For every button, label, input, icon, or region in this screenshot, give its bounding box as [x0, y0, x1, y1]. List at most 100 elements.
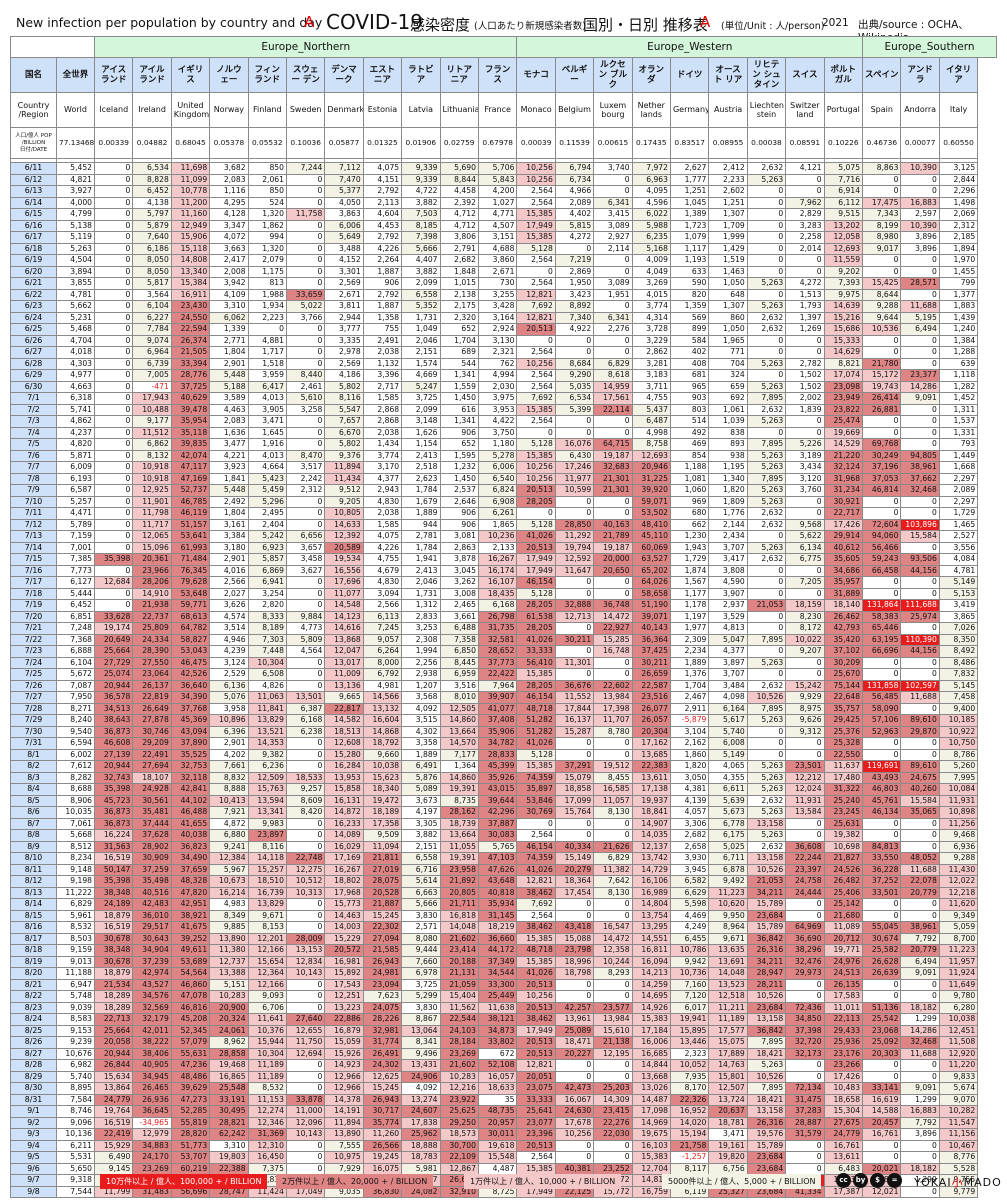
country-value-cell: 15,584 — [900, 794, 940, 807]
table-row: 7/12 5,789 0 11,717 51,157 3,161 2,404 0 14,633 1… — [10, 518, 997, 531]
country-value-cell: 47,273 — [170, 1093, 211, 1106]
country-value-cell: 7,895 — [746, 633, 787, 646]
country-value-cell: 2,099 — [401, 403, 441, 416]
country-value-cell: 28,206 — [132, 576, 172, 589]
world-value-cell: 7,385 — [56, 553, 95, 566]
country-value-cell: 1,804 — [209, 346, 249, 359]
country-value-cell: 9,339 — [401, 173, 441, 186]
country-value-cell: 14,487 — [631, 1093, 671, 1106]
country-value-cell: 45,761 — [862, 794, 902, 807]
country-value-cell: 2,413 — [401, 564, 441, 577]
country-value-cell: 15,385 — [516, 1162, 556, 1175]
country-value-cell: 0 — [93, 162, 134, 175]
table-row: 8/29 5,740 15,634 34,945 48,486 16,865 11,189 0… — [10, 1070, 997, 1083]
country-value-cell: 11,977 — [554, 472, 595, 485]
country-value-cell: 23,922 — [439, 1093, 479, 1106]
cc-icon: cc — [836, 1173, 851, 1188]
date-cell: 7/17 — [10, 576, 57, 589]
country-value-cell: 55,819 — [170, 1116, 211, 1129]
country-value-cell: 36,608 — [785, 840, 825, 853]
country-value-cell: 12,518 — [708, 990, 748, 1003]
date-cell: 7/31 — [10, 737, 57, 750]
country-value-cell: 10,038 — [938, 1013, 979, 1026]
country-value-cell: 659 — [708, 380, 748, 393]
country-value-cell: 35,398 — [93, 875, 134, 888]
table-row: 8/28 6,982 26,844 40,905 47,236 19,468 11,189 0… — [10, 1059, 997, 1072]
country-value-cell: 0 — [93, 346, 134, 359]
country-value-cell: 30,211 — [631, 656, 671, 669]
country-value-cell: 0 — [554, 1059, 595, 1072]
country-value-cell: 2,069 — [938, 208, 979, 221]
country-value-cell: 72,436 — [785, 1001, 825, 1014]
country-value-cell: 16,547 — [593, 921, 633, 934]
country-value-cell: 0 — [900, 438, 940, 451]
country-value-cell: 850 — [247, 185, 287, 198]
page-header: New infection per population by country … — [8, 6, 1000, 44]
country-value-cell: 56,410 — [516, 656, 556, 669]
country-value-cell: 9,091 — [900, 1082, 940, 1095]
country-value-cell: 11,688 — [900, 691, 940, 704]
world-value-cell: 4,237 — [56, 426, 95, 439]
country-value-cell: 16,879 — [324, 1024, 364, 1037]
country-value-cell: 21,887 — [362, 898, 403, 911]
table-row: 8/17 8,503 30,678 30,643 39,252 13,890 12,201 2… — [10, 932, 997, 945]
country-value-cell: 0 — [593, 265, 633, 278]
country-value-cell: 17,949 — [516, 1024, 556, 1037]
country-value-cell: 7,895 — [746, 702, 787, 715]
date-cell: 6/15 — [10, 208, 57, 221]
table-row: 7/26 7,087 20,944 26,137 36,640 6,136 4,826 0 13… — [10, 679, 997, 692]
world-value-cell: 3,894 — [56, 265, 95, 278]
country-value-cell: 0 — [93, 334, 134, 347]
country-value-cell: 15,425 — [862, 277, 902, 290]
country-value-cell: 762 — [477, 357, 518, 370]
country-value-cell: 2,495 — [247, 507, 287, 520]
date-cell: 8/27 — [10, 1047, 57, 1060]
country-value-cell: 5,299 — [401, 990, 441, 1003]
country-value-cell: 16,761 — [823, 1139, 864, 1152]
country-value-cell: 8,117 — [669, 1162, 710, 1175]
country-value-cell: 10,256 — [554, 1128, 595, 1141]
country-value-cell: 2,564 — [516, 909, 556, 922]
country-value-cell: 6,452 — [132, 185, 172, 198]
country-en-name: Sweden — [285, 92, 326, 128]
population-value: 0.68045 — [170, 127, 211, 159]
country-value-cell: 10,283 — [209, 990, 249, 1003]
country-value-cell: 8,455 — [593, 771, 633, 784]
country-value-cell: 6,017 — [669, 1001, 710, 1014]
country-value-cell: 32,124 — [823, 461, 864, 474]
country-value-cell: 5,817 — [132, 277, 172, 290]
country-value-cell: 0 — [746, 334, 787, 347]
country-value-cell: 10,526 — [746, 1070, 787, 1083]
country-value-cell: 13,664 — [439, 829, 479, 842]
world-value-cell: 6,009 — [56, 461, 95, 474]
country-value-cell: 19,669 — [823, 426, 864, 439]
country-value-cell: 2,412 — [708, 162, 748, 175]
country-value-cell: 1,389 — [669, 208, 710, 221]
country-value-cell: 13,026 — [631, 1082, 671, 1095]
country-value-cell: 13,446 — [669, 1036, 710, 1049]
country-value-cell: 17,138 — [631, 783, 671, 796]
table-row: 6/11 5,452 0 6,534 11,698 3,682 850 7,244 7,112 4… — [10, 162, 997, 175]
country-value-cell: 23,958 — [439, 863, 479, 876]
country-value-cell: 15,385 — [516, 449, 556, 462]
country-value-cell: 3,050 — [669, 771, 710, 784]
country-value-cell: 2,113 — [362, 196, 403, 209]
country-value-cell: 9,207 — [785, 645, 825, 658]
country-value-cell: 15,895 — [669, 1024, 710, 1037]
country-value-cell: 38,348 — [93, 886, 134, 899]
country-value-cell: 11,647 — [554, 564, 595, 577]
country-value-cell: 1,731 — [401, 587, 441, 600]
country-value-cell: 1,175 — [247, 265, 287, 278]
country-value-cell: 3,488 — [324, 242, 364, 255]
country-value-cell: 3,081 — [439, 530, 479, 543]
country-value-cell: 18,364 — [554, 875, 595, 888]
country-value-cell: 0 — [746, 668, 787, 681]
country-value-cell: 2,465 — [439, 599, 479, 612]
country-value-cell: 13,864 — [93, 1082, 134, 1095]
country-value-cell: 0 — [900, 254, 940, 267]
country-value-cell: 8,000 — [362, 656, 403, 669]
country-value-cell: 10,413 — [209, 794, 249, 807]
country-value-cell: 0 — [746, 737, 787, 750]
region-header: Europe_Northern — [93, 36, 518, 58]
country-en-name: Spain — [862, 92, 902, 128]
